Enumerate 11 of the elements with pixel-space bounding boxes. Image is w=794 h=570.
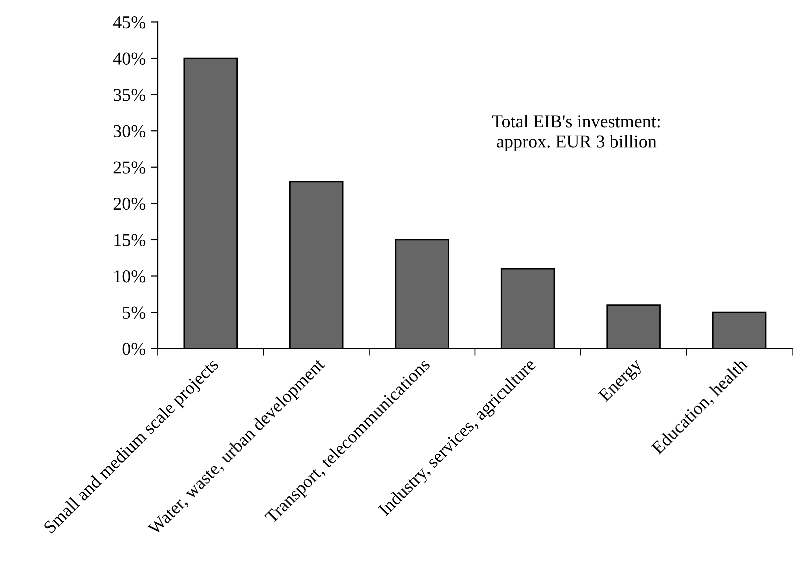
y-tick-label: 30% [114, 125, 146, 138]
y-tick-label: 15% [114, 234, 146, 246]
y-tick-label: 40% [113, 52, 146, 66]
y-tick-label: 45% [113, 16, 146, 29]
y-tick-label: 10% [114, 270, 146, 283]
y-tick-label: 25% [114, 162, 146, 174]
y-tick-label: 35% [114, 89, 146, 102]
annotation: Total EIB's investment: approx. EUR 3 billion [492, 115, 660, 152]
y-tick-label: 20% [114, 198, 146, 210]
y-tick-label: 5% [123, 306, 146, 320]
y-tick-label: 0% [122, 343, 146, 356]
